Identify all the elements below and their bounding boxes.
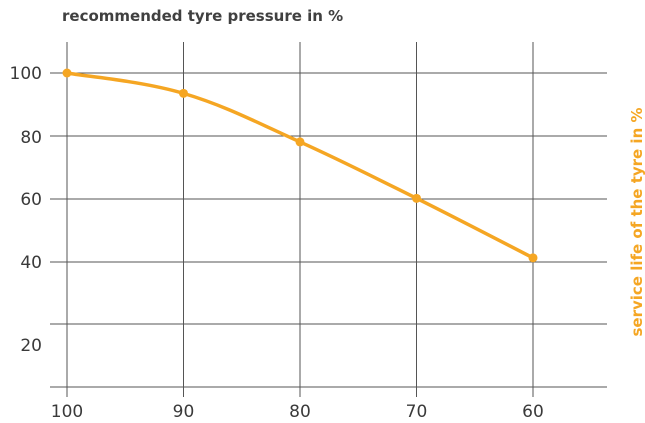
- x-tick-labels: 100 90 80 70 60: [51, 402, 544, 422]
- y-tick-label: 20: [20, 336, 42, 356]
- y-axis-label: service life of the tyre in %: [628, 107, 645, 336]
- data-point: [295, 137, 305, 147]
- chart-title: recommended tyre pressure in %: [62, 7, 343, 25]
- x-tick-label: 70: [406, 402, 428, 422]
- y-tick-labels: 100 80 60 40 20: [10, 64, 42, 356]
- data-point: [412, 193, 421, 203]
- y-tick-label: 40: [20, 253, 42, 273]
- x-tick-label: 90: [173, 402, 195, 422]
- y-tick-label: 60: [20, 190, 42, 210]
- y-tick-label: 80: [20, 128, 42, 148]
- data-point: [62, 68, 72, 78]
- data-points: [62, 68, 538, 263]
- x-tick-label: 60: [522, 402, 544, 422]
- data-point: [528, 253, 538, 263]
- data-point: [179, 88, 188, 98]
- x-tick-label: 100: [51, 402, 83, 422]
- x-tick-label: 80: [289, 402, 311, 422]
- grid: [50, 42, 607, 397]
- y-tick-label: 100: [10, 64, 42, 84]
